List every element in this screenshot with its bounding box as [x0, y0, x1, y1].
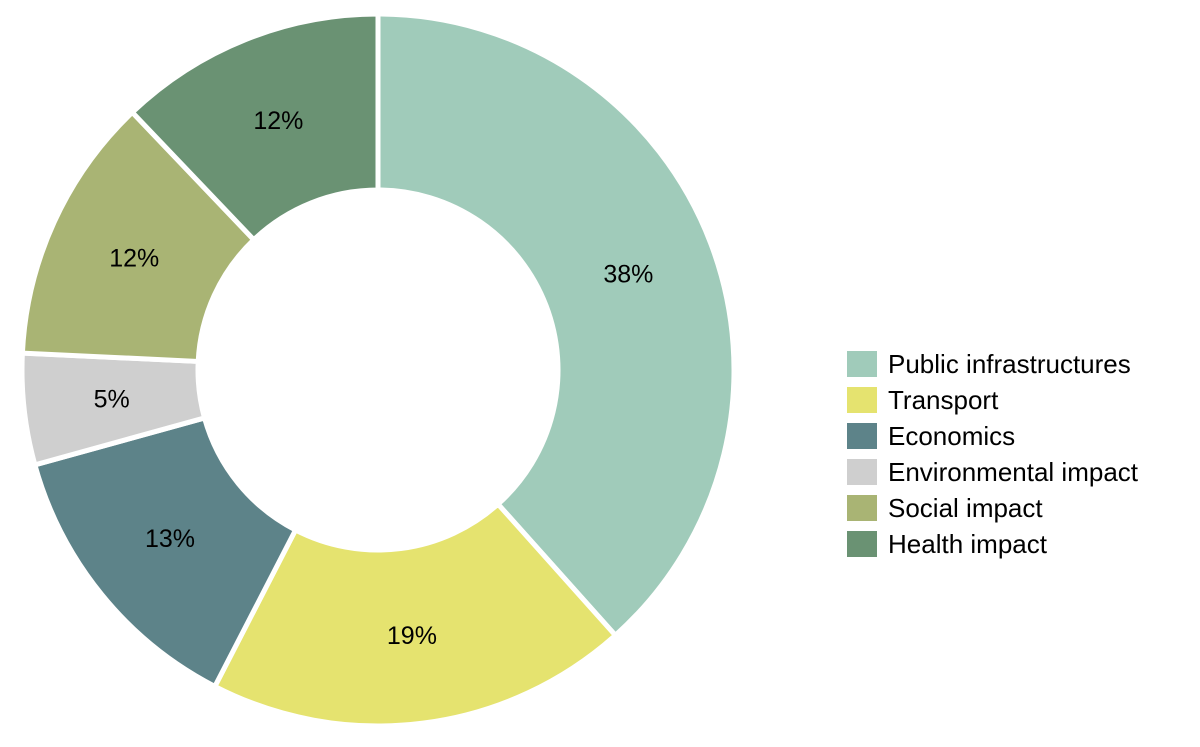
- slice-label-economics: 13%: [145, 525, 195, 553]
- slice-label-health-impact: 12%: [253, 107, 303, 135]
- legend-swatch: [847, 423, 877, 449]
- legend-item-transport: Transport: [847, 385, 999, 415]
- legend-label: Social impact: [888, 493, 1043, 523]
- slice-label-public-infrastructures: 38%: [603, 260, 653, 288]
- legend-item-environmental-impact: Environmental impact: [847, 457, 1139, 487]
- slice-label-transport: 19%: [387, 622, 437, 650]
- slice-economics: [31, 414, 299, 690]
- legend-label: Economics: [888, 421, 1015, 451]
- legend-item-health-impact: Health impact: [847, 529, 1048, 559]
- legend-label: Public infrastructures: [888, 349, 1131, 379]
- slice-labels: 38% 19% 13% 5% 12% 12%: [94, 107, 654, 650]
- legend-swatch: [847, 459, 877, 485]
- slice-label-environmental-impact: 5%: [94, 386, 130, 414]
- legend-item-social-impact: Social impact: [847, 493, 1043, 523]
- chart-legend: Public infrastructures Transport Economics…: [847, 349, 1139, 559]
- slice-public-infrastructures: [375, 11, 737, 639]
- legend-swatch: [847, 387, 877, 413]
- slice-social-impact: [19, 108, 258, 365]
- legend-swatch: [847, 531, 877, 557]
- donut-slices: [19, 11, 737, 729]
- legend-item-public-infrastructures: Public infrastructures: [847, 349, 1131, 379]
- slice-health-impact: [128, 11, 381, 244]
- legend-item-economics: Economics: [847, 421, 1015, 451]
- slice-transport: [211, 500, 619, 729]
- legend-label: Environmental impact: [888, 457, 1139, 487]
- slice-label-social-impact: 12%: [109, 245, 159, 273]
- legend-swatch: [847, 495, 877, 521]
- legend-label: Transport: [888, 385, 999, 415]
- legend-swatch: [847, 351, 877, 377]
- legend-label: Health impact: [888, 529, 1048, 559]
